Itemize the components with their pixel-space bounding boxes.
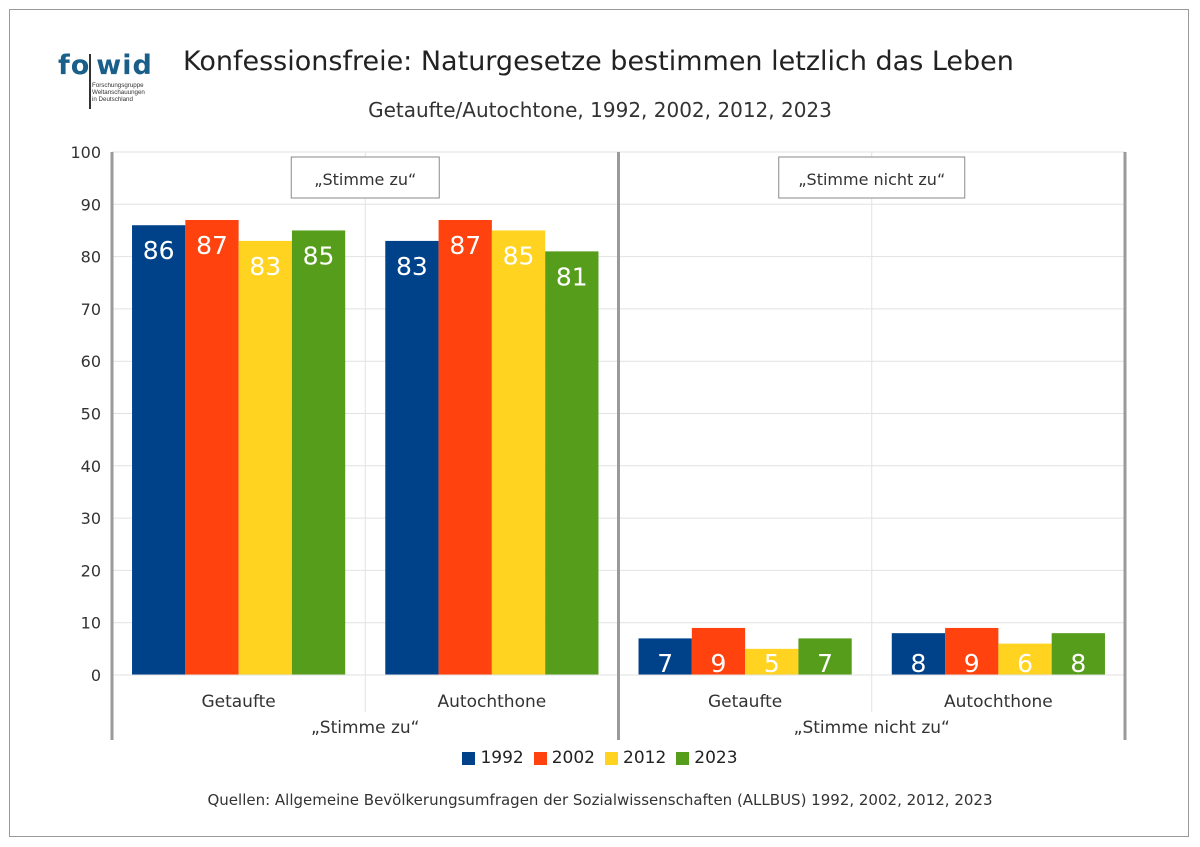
logo-fo: fo (58, 50, 91, 81)
data-label: 8 (1070, 649, 1086, 678)
y-tick-label: 40 (81, 457, 101, 476)
y-tick-label: 10 (81, 614, 101, 633)
fowid-logo: fo wid Forschungsgruppe Weltanschauungen … (58, 50, 173, 110)
legend-item: 2023 (676, 748, 738, 768)
bar (1051, 633, 1105, 675)
bar (545, 251, 599, 675)
bar (945, 627, 999, 675)
logo-sub-line-1: Forschungsgruppe (92, 82, 144, 89)
data-label: 85 (503, 241, 535, 270)
x-panel-label: „Stimme zu“ (311, 718, 419, 738)
panel-label-box (778, 156, 966, 199)
x-category-label: Autochthone (438, 692, 547, 712)
y-tick-label: 100 (70, 143, 101, 162)
y-tick-label: 30 (81, 509, 101, 528)
chart-subtitle: Getaufte/Autochtone, 1992, 2002, 2012, 2… (0, 98, 1200, 122)
legend-swatch (676, 751, 690, 765)
logo-subtitle: Forschungsgruppe Weltanschauungen in Deu… (92, 82, 145, 104)
panel-label-box-text: „Stimme zu“ (314, 170, 416, 189)
data-label: 8 (910, 649, 926, 678)
y-tick-label: 90 (81, 195, 101, 214)
bar (385, 240, 439, 675)
y-tick-label: 60 (81, 352, 101, 371)
panel-label-box-text: „Stimme nicht zu“ (798, 170, 945, 189)
y-tick-label: 70 (81, 300, 101, 319)
data-label: 87 (196, 231, 228, 260)
data-label: 5 (764, 649, 780, 678)
x-category-label: Getaufte (201, 692, 275, 712)
legend-item: 2012 (605, 748, 666, 768)
bar (438, 219, 492, 676)
chart-legend: 1992 2002 2012 2023 (0, 748, 1200, 770)
bar (132, 225, 186, 675)
legend-swatch (462, 751, 476, 765)
data-label: 85 (303, 241, 335, 270)
data-label: 86 (143, 236, 175, 265)
data-label: 7 (817, 649, 833, 678)
y-tick-label: 20 (81, 561, 101, 580)
data-label: 83 (249, 252, 281, 281)
bar (291, 230, 346, 675)
legend-item: 1992 (462, 748, 524, 768)
legend-swatch (533, 751, 547, 765)
source-note: Quellen: Allgemeine Bevölkerungsumfragen… (207, 791, 993, 809)
bar (491, 230, 546, 675)
x-category-label: Autochthone (944, 692, 1053, 712)
data-label: 87 (449, 231, 481, 260)
x-category-label: Getaufte (708, 692, 782, 712)
data-label: 83 (396, 252, 428, 281)
y-tick-label: 0 (91, 666, 101, 685)
bar (998, 643, 1052, 675)
legend-item: 2002 (533, 748, 595, 768)
chart-title: Konfessionsfreie: Naturgesetze bestimmen… (183, 46, 1014, 77)
legend-label: 2002 (551, 748, 595, 768)
logo-divider (89, 54, 91, 109)
data-label: 9 (964, 649, 980, 678)
legend-label: 2023 (694, 748, 738, 768)
y-tick-label: 50 (81, 405, 101, 424)
bar (798, 638, 852, 675)
legend-swatch (605, 751, 618, 765)
logo-sub-line-3: in Deutschland (92, 96, 133, 104)
data-label: 81 (556, 262, 588, 291)
logo-wid: wid (96, 50, 153, 81)
bar (691, 627, 746, 675)
legend-label: 2012 (623, 748, 667, 768)
x-panel-label: „Stimme nicht zu“ (794, 718, 950, 738)
bar (185, 219, 239, 676)
chart-subtitle-text: Getaufte/Autochtone, 1992, 2002, 2012, 2… (368, 98, 832, 122)
y-tick-label: 80 (81, 248, 101, 267)
data-label: 6 (1017, 649, 1033, 678)
data-label: 9 (711, 649, 727, 678)
logo-wordmark: fo wid (58, 50, 153, 81)
bar (891, 633, 946, 675)
legend-label: 1992 (480, 748, 524, 768)
bar (638, 638, 692, 675)
logo-sub-line-2: Weltanschauungen (92, 89, 145, 97)
panel-label-box (290, 156, 440, 199)
bar (745, 648, 799, 675)
data-label: 7 (657, 649, 673, 678)
bar (238, 240, 292, 675)
